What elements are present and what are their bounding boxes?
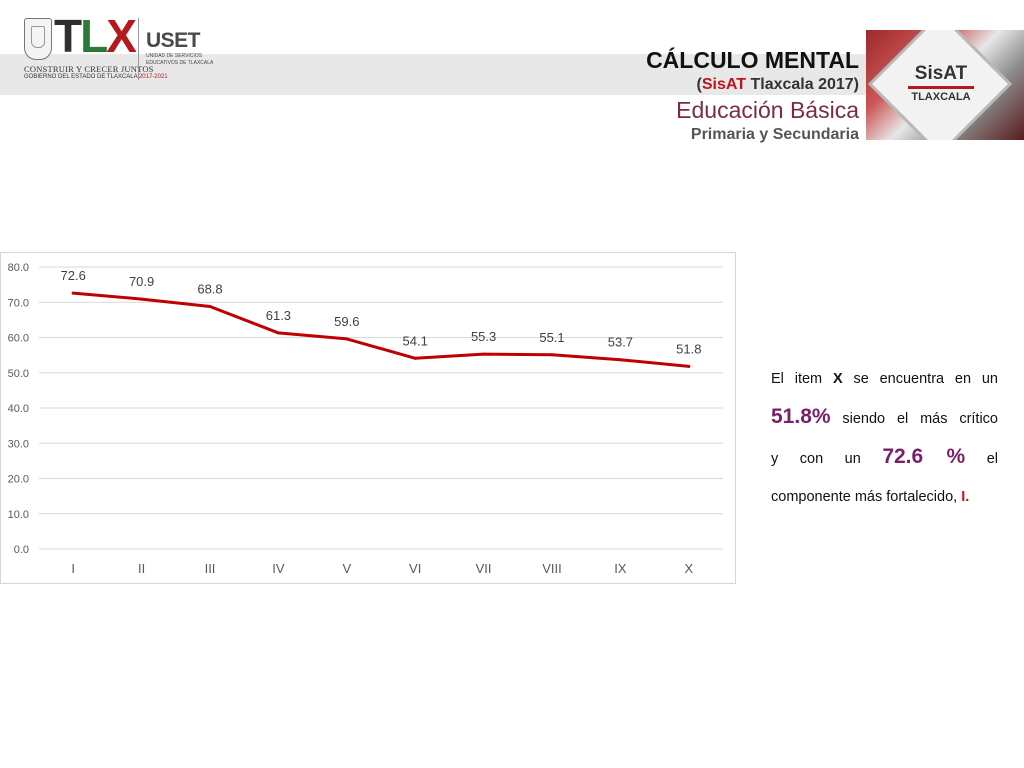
- y-tick-label: 60.0: [8, 333, 29, 345]
- data-label: 68.8: [197, 281, 222, 296]
- sisat-state: TLAXCALA: [911, 91, 971, 103]
- data-label: 72.6: [61, 268, 86, 283]
- data-point: [276, 331, 280, 335]
- sisat-label: SisAT TLAXCALA: [904, 64, 978, 103]
- uset-subtitle-2: EDUCATIVOS DE TLAXCALA: [146, 60, 214, 66]
- y-tick-label: 20.0: [8, 474, 29, 486]
- uset-title: USET: [146, 29, 201, 52]
- y-tick-label: 80.0: [8, 262, 29, 274]
- data-point: [140, 297, 144, 301]
- x-tick-label: X: [684, 561, 693, 576]
- tlx-logo: TLX CONSTRUIR Y CRECER JUNTOS GOBIERNO D…: [24, 10, 224, 82]
- data-label: 55.3: [471, 329, 496, 344]
- summary-text: El item X se encuentra en un 51.8% siend…: [771, 360, 998, 516]
- sisat-underline: [908, 86, 974, 89]
- sisat-name: SisAT: [914, 63, 968, 84]
- education-level: Educación Básica: [676, 97, 859, 123]
- data-point: [482, 352, 486, 356]
- x-tick-label: V: [342, 561, 351, 576]
- y-tick-label: 70.0: [8, 297, 29, 309]
- data-label: 70.9: [129, 274, 154, 289]
- school-levels: Primaria y Secundaria: [690, 126, 859, 143]
- data-point: [687, 364, 691, 368]
- y-tick-label: 0.0: [14, 544, 29, 556]
- y-tick-label: 10.0: [8, 509, 29, 521]
- logo-slogan: CONSTRUIR Y CRECER JUNTOS: [24, 64, 154, 74]
- x-tick-label: IV: [272, 561, 285, 576]
- header-text: CÁLCULO MENTAL (SisAT Tlaxcala 2017) Edu…: [459, 46, 859, 146]
- uset-subtitle-1: UNIDAD DE SERVICIOS: [146, 53, 203, 59]
- data-point: [618, 358, 622, 362]
- sisat-logo: SisAT TLAXCALA: [866, 30, 1024, 140]
- x-tick-label: VI: [409, 561, 421, 576]
- data-label: 51.8: [676, 341, 701, 356]
- logo-government: GOBIERNO DEL ESTADO DE TLAXCALA 2017-202…: [24, 74, 168, 80]
- data-label: 59.6: [334, 314, 359, 329]
- summary-line-1: El item X se encuentra en un: [771, 371, 999, 387]
- chart-svg: 0.010.020.030.040.050.060.070.080.0I II II…: [8, 262, 723, 576]
- data-point: [345, 337, 349, 341]
- data-label: 53.7: [608, 335, 633, 350]
- data-point: [550, 353, 554, 357]
- summary-line-3: y con un 72.6 % el: [771, 445, 998, 468]
- data-label: 61.3: [266, 308, 291, 323]
- data-point: [208, 304, 212, 308]
- summary-line-4: componente más fortalecido, I.: [771, 489, 970, 505]
- data-point: [71, 291, 75, 295]
- y-tick-label: 30.0: [8, 438, 29, 450]
- y-tick-label: 40.0: [8, 403, 29, 415]
- x-tick-label: VIII: [542, 561, 562, 576]
- header-band: [0, 54, 866, 95]
- uset-logo: USET UNIDAD DE SERVICIOS EDUCATIVOS DE T…: [146, 29, 226, 67]
- summary-line-2: 51.8% siendo el más crítico: [771, 405, 998, 428]
- line-chart: 0.0 10.0 20.0 30.0 40.0 50.0 60.0 70.0 80.0 I II II…: [0, 252, 736, 584]
- x-tick-label: IX: [614, 561, 627, 576]
- data-point: [413, 356, 417, 360]
- page-subtitle: (SisAT Tlaxcala 2017): [696, 76, 859, 93]
- coat-of-arms-icon: [24, 18, 52, 60]
- x-tick-label: II: [138, 561, 145, 576]
- data-label: 54.1: [403, 333, 428, 348]
- logo-divider: [138, 18, 139, 80]
- series-line: [71, 291, 691, 368]
- y-tick-label: 50.0: [8, 368, 29, 380]
- x-tick-label: I: [71, 561, 75, 576]
- x-tick-label: III: [205, 561, 216, 576]
- tlx-wordmark: TLX: [54, 10, 137, 62]
- data-label: 55.1: [539, 330, 564, 345]
- page-title: CÁLCULO MENTAL: [646, 47, 859, 73]
- x-tick-label: VII: [476, 561, 492, 576]
